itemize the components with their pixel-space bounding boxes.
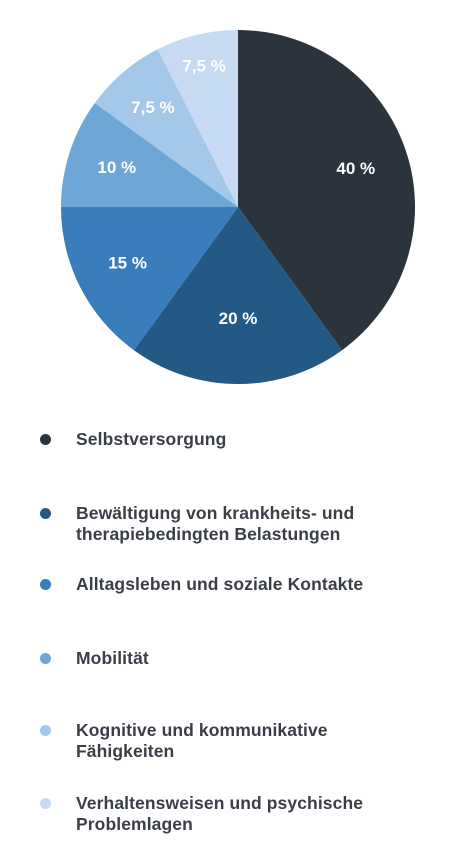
legend-item-bewaeltigung: Bewältigung von krankheits- und therapie… [40,503,460,545]
legend-item-alltagsleben: Alltagsleben und soziale Kontakte [40,574,460,595]
slice-value-label: 10 % [97,158,136,177]
legend-label: Mobilität [76,648,149,668]
legend-color-dot [40,725,51,736]
pie-slice-alltagsleben [61,207,238,351]
legend-label: Bewältigung von krankheits- und therapie… [76,503,355,544]
pie-slice-mobilitaet [61,102,238,207]
legend-color-dot [40,653,51,664]
legend-label: Kognitive und kommunikative Fähigkeiten [76,720,328,761]
slice-value-label: 7,5 % [131,98,174,117]
legend-item-mobilitaet: Mobilität [40,648,460,669]
legend-color-dot [40,434,51,445]
legend-item-kognitive: Kognitive und kommunikative Fähigkeiten [40,720,460,762]
slice-value-label: 7,5 % [182,56,225,75]
pie-slice-bewaeltigung [133,207,343,385]
pie-slice-verhaltensweisen [157,30,238,207]
legend-color-dot [40,508,51,519]
legend-label: Alltagsleben und soziale Kontakte [76,574,364,594]
legend-item-selbstversorgung: Selbstversorgung [40,429,460,450]
pie-chart: 40 % 20 % 15 % 10 % 7,5 % 7,5 % [61,29,416,385]
slice-value-label: 15 % [108,254,147,273]
legend-label: Verhaltensweisen und psychische Probleml… [76,793,364,834]
pie-slice-kognitive [94,49,238,207]
slice-value-label: 20 % [219,309,258,328]
pie-slice-selbstversorgung [238,29,416,351]
slice-value-label: 40 % [336,159,375,178]
legend-color-dot [40,798,51,809]
legend-label: Selbstversorgung [76,429,227,449]
legend-item-verhaltensweisen: Verhaltensweisen und psychische Probleml… [40,793,460,835]
legend-color-dot [40,579,51,590]
